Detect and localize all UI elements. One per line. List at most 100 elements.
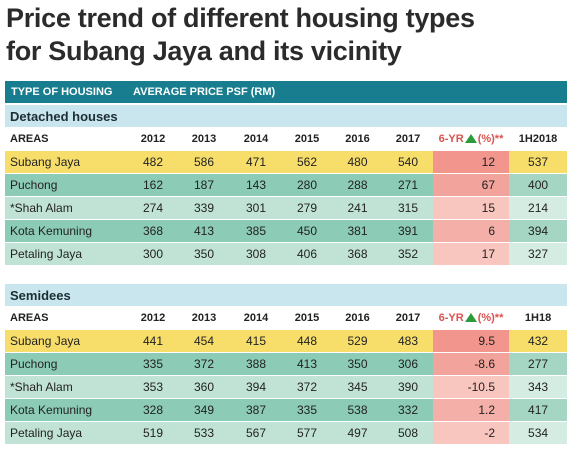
price-cell: 482 — [128, 150, 178, 174]
data-row: Petaling Jaya 519 533 567 577 497 508 -2 534 — [5, 421, 568, 445]
price-cell: 271 — [383, 173, 433, 197]
price-cell: 413 — [178, 219, 230, 243]
price-cell: 274 — [128, 196, 178, 220]
column-header: 2014 — [230, 127, 282, 151]
price-cell: 306 — [383, 352, 433, 376]
column-header: 6-YR (%)** — [433, 127, 509, 151]
column-header-text: 6-YR — [438, 133, 464, 145]
column-header: 2013 — [178, 306, 230, 330]
price-cell: 540 — [383, 150, 433, 174]
price-cell: 391 — [383, 219, 433, 243]
area-name: Subang Jaya — [5, 329, 128, 353]
price-cell: 406 — [282, 242, 332, 266]
price-cell: 562 — [282, 150, 332, 174]
area-name: *Shah Alam — [5, 196, 128, 220]
column-header: 2017 — [383, 127, 433, 151]
price-cell: 345 — [332, 375, 383, 399]
up-arrow-icon — [464, 313, 477, 322]
price-cell: 448 — [282, 329, 332, 353]
area-name: Puchong — [5, 173, 128, 197]
price-cell: 300 — [128, 242, 178, 266]
price-cell: 368 — [332, 242, 383, 266]
column-header-text: (%)** — [477, 312, 504, 324]
data-row: Petaling Jaya 300 350 308 406 368 352 17 327 — [5, 242, 568, 266]
price-cell: 417 — [509, 398, 568, 422]
price-cell: 567 — [230, 421, 282, 445]
price-cell: 288 — [332, 173, 383, 197]
column-header-row: AREAS 2012 2013 2014 2015 2016 2017 6-YR (%)** 1H… — [5, 127, 568, 151]
column-header: 2016 — [332, 127, 383, 151]
title-line: Price trend of different housing types — [6, 3, 475, 33]
header-cell: AVERAGE PRICE PSF (RM) — [133, 86, 276, 98]
area-name: *Shah Alam — [5, 375, 128, 399]
price-cell: 308 — [230, 242, 282, 266]
price-cell: 339 — [178, 196, 230, 220]
column-header: 1H18 — [509, 306, 568, 330]
price-cell: 353 — [128, 375, 178, 399]
price-cell: 400 — [509, 173, 568, 197]
column-header: 1H2018 — [509, 127, 568, 151]
price-cell: 529 — [332, 329, 383, 353]
price-cell: 17 — [433, 242, 509, 266]
price-cell: 277 — [509, 352, 568, 376]
price-cell: 381 — [332, 219, 383, 243]
price-cell: 187 — [178, 173, 230, 197]
price-cell: 415 — [230, 329, 282, 353]
title: Price trend of different housing types f… — [6, 2, 475, 68]
price-cell: 335 — [128, 352, 178, 376]
data-row: *Shah Alam 353 360 394 372 345 390 -10.5 343 — [5, 375, 568, 399]
price-cell: 471 — [230, 150, 282, 174]
area-name: Kota Kemuning — [5, 398, 128, 422]
price-cell: 335 — [282, 398, 332, 422]
price-cell: 538 — [332, 398, 383, 422]
data-row: Puchong 335 372 388 413 350 306 -8.6 277 — [5, 352, 568, 376]
price-cell: 390 — [383, 375, 433, 399]
price-cell: 143 — [230, 173, 282, 197]
column-header: 2014 — [230, 306, 282, 330]
data-table: Semidees AREAS 2012 2013 2014 2015 2016 2017 6-Y… — [5, 284, 568, 445]
price-cell: 497 — [332, 421, 383, 445]
price-cell: 15 — [433, 196, 509, 220]
price-cell: 508 — [383, 421, 433, 445]
price-cell: 534 — [509, 421, 568, 445]
section-row: Detached houses — [5, 105, 568, 128]
column-header: 2017 — [383, 306, 433, 330]
column-header: 2012 — [128, 127, 178, 151]
price-cell: 9.5 — [433, 329, 509, 353]
price-cell: 519 — [128, 421, 178, 445]
price-cell: 372 — [282, 375, 332, 399]
price-cell: 350 — [178, 242, 230, 266]
price-cell: 394 — [230, 375, 282, 399]
price-cell: 372 — [178, 352, 230, 376]
data-row: Subang Jaya 482 586 471 562 480 540 12 537 — [5, 150, 568, 174]
price-cell: 533 — [178, 421, 230, 445]
column-header-row: AREAS 2012 2013 2014 2015 2016 2017 6-YR (%)** 1H… — [5, 306, 568, 330]
price-cell: 388 — [230, 352, 282, 376]
column-header: AREAS — [5, 306, 128, 330]
area-name: Petaling Jaya — [5, 242, 128, 266]
column-header-text: (%)** — [477, 133, 504, 145]
area-name: Kota Kemuning — [5, 219, 128, 243]
table-header: TYPE OF HOUSING AVERAGE PRICE PSF (RM) — [5, 81, 567, 103]
price-cell: 6 — [433, 219, 509, 243]
price-cell: 537 — [509, 150, 568, 174]
price-cell: 1.2 — [433, 398, 509, 422]
price-cell: 162 — [128, 173, 178, 197]
price-cell: 315 — [383, 196, 433, 220]
column-header: 2012 — [128, 306, 178, 330]
price-cell: 352 — [383, 242, 433, 266]
price-cell: 301 — [230, 196, 282, 220]
data-row: *Shah Alam 274 339 301 279 241 315 15 214 — [5, 196, 568, 220]
price-cell: 450 — [282, 219, 332, 243]
price-cell: 577 — [282, 421, 332, 445]
column-header: 2015 — [282, 127, 332, 151]
price-cell: -8.6 — [433, 352, 509, 376]
price-cell: 586 — [178, 150, 230, 174]
price-cell: 349 — [178, 398, 230, 422]
price-cell: 483 — [383, 329, 433, 353]
price-cell: 454 — [178, 329, 230, 353]
data-row: Subang Jaya 441 454 415 448 529 483 9.5 432 — [5, 329, 568, 353]
data-row: Kota Kemuning 328 349 387 335 538 332 1.2 417 — [5, 398, 568, 422]
price-cell: 385 — [230, 219, 282, 243]
data-row: Puchong 162 187 143 280 288 271 67 400 — [5, 173, 568, 197]
